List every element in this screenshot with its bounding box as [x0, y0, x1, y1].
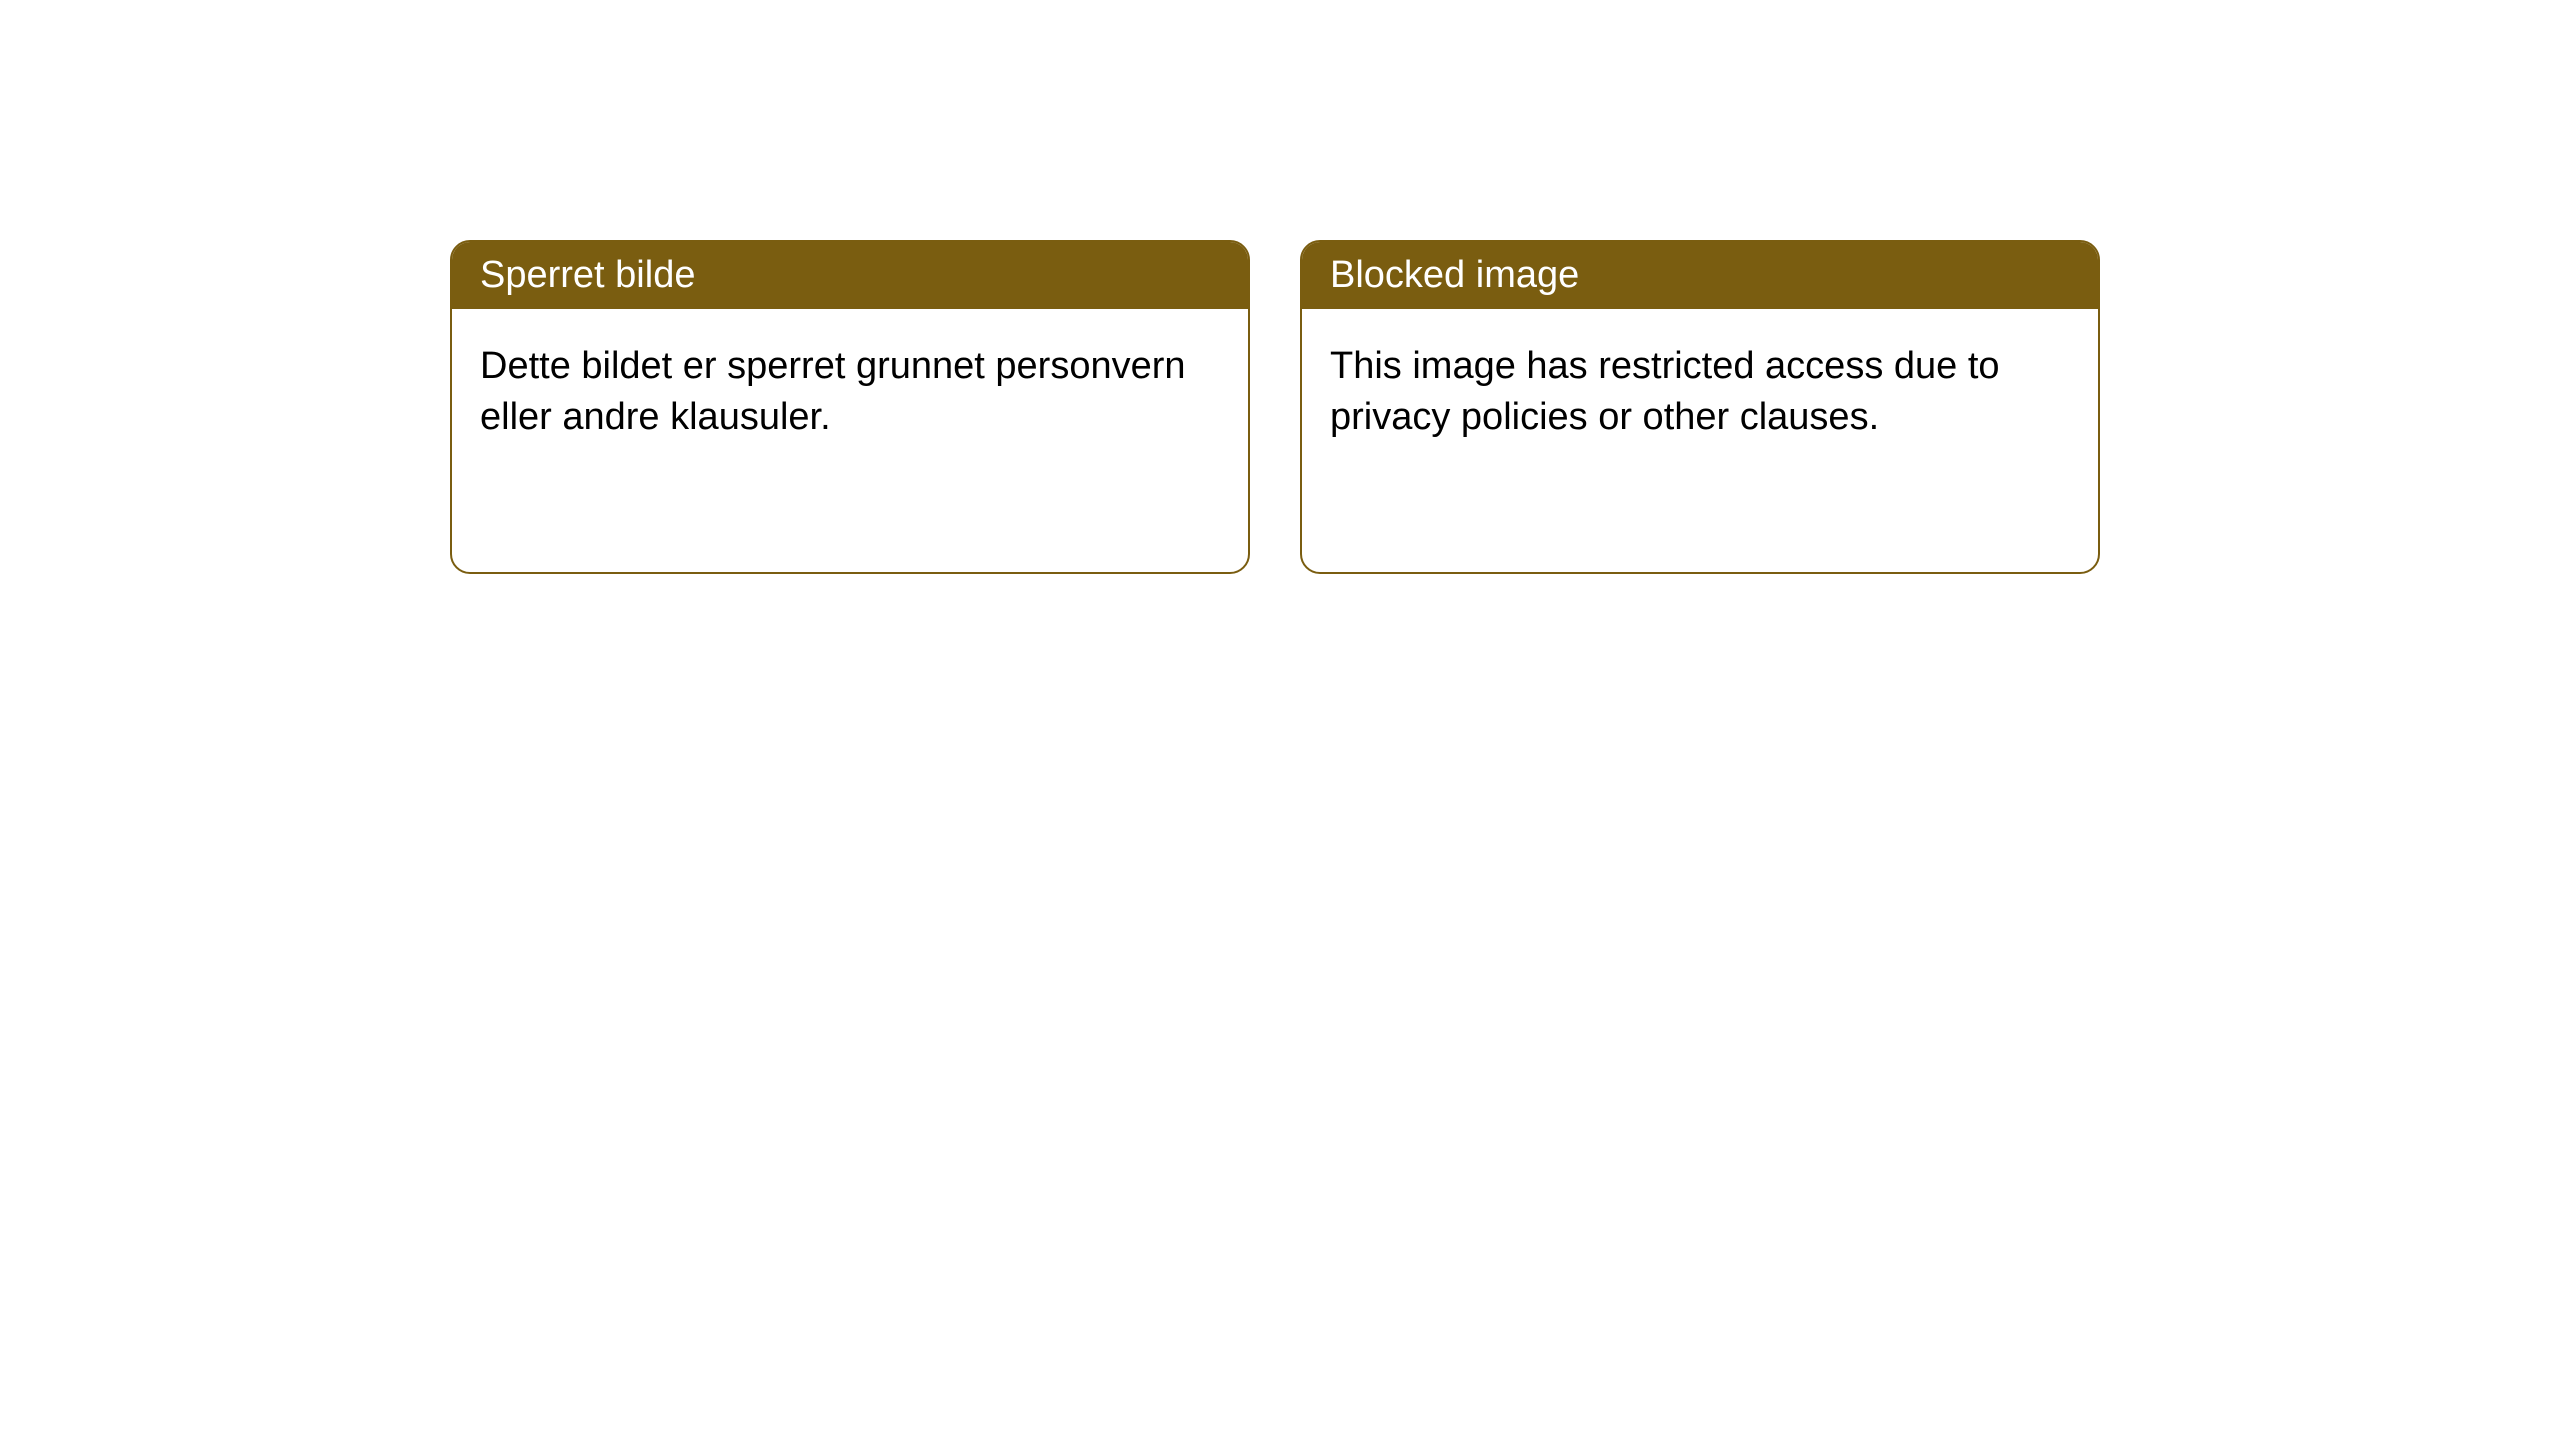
card-body: Dette bildet er sperret grunnet personve… [452, 309, 1248, 476]
notice-card-norwegian: Sperret bilde Dette bildet er sperret gr… [450, 240, 1250, 574]
card-header: Sperret bilde [452, 242, 1248, 309]
notice-cards-container: Sperret bilde Dette bildet er sperret gr… [0, 0, 2560, 574]
card-body-text: This image has restricted access due to … [1330, 345, 2000, 438]
card-body-text: Dette bildet er sperret grunnet personve… [480, 345, 1186, 438]
card-header: Blocked image [1302, 242, 2098, 309]
card-body: This image has restricted access due to … [1302, 309, 2098, 476]
card-title: Blocked image [1330, 254, 1579, 296]
notice-card-english: Blocked image This image has restricted … [1300, 240, 2100, 574]
card-title: Sperret bilde [480, 254, 695, 296]
